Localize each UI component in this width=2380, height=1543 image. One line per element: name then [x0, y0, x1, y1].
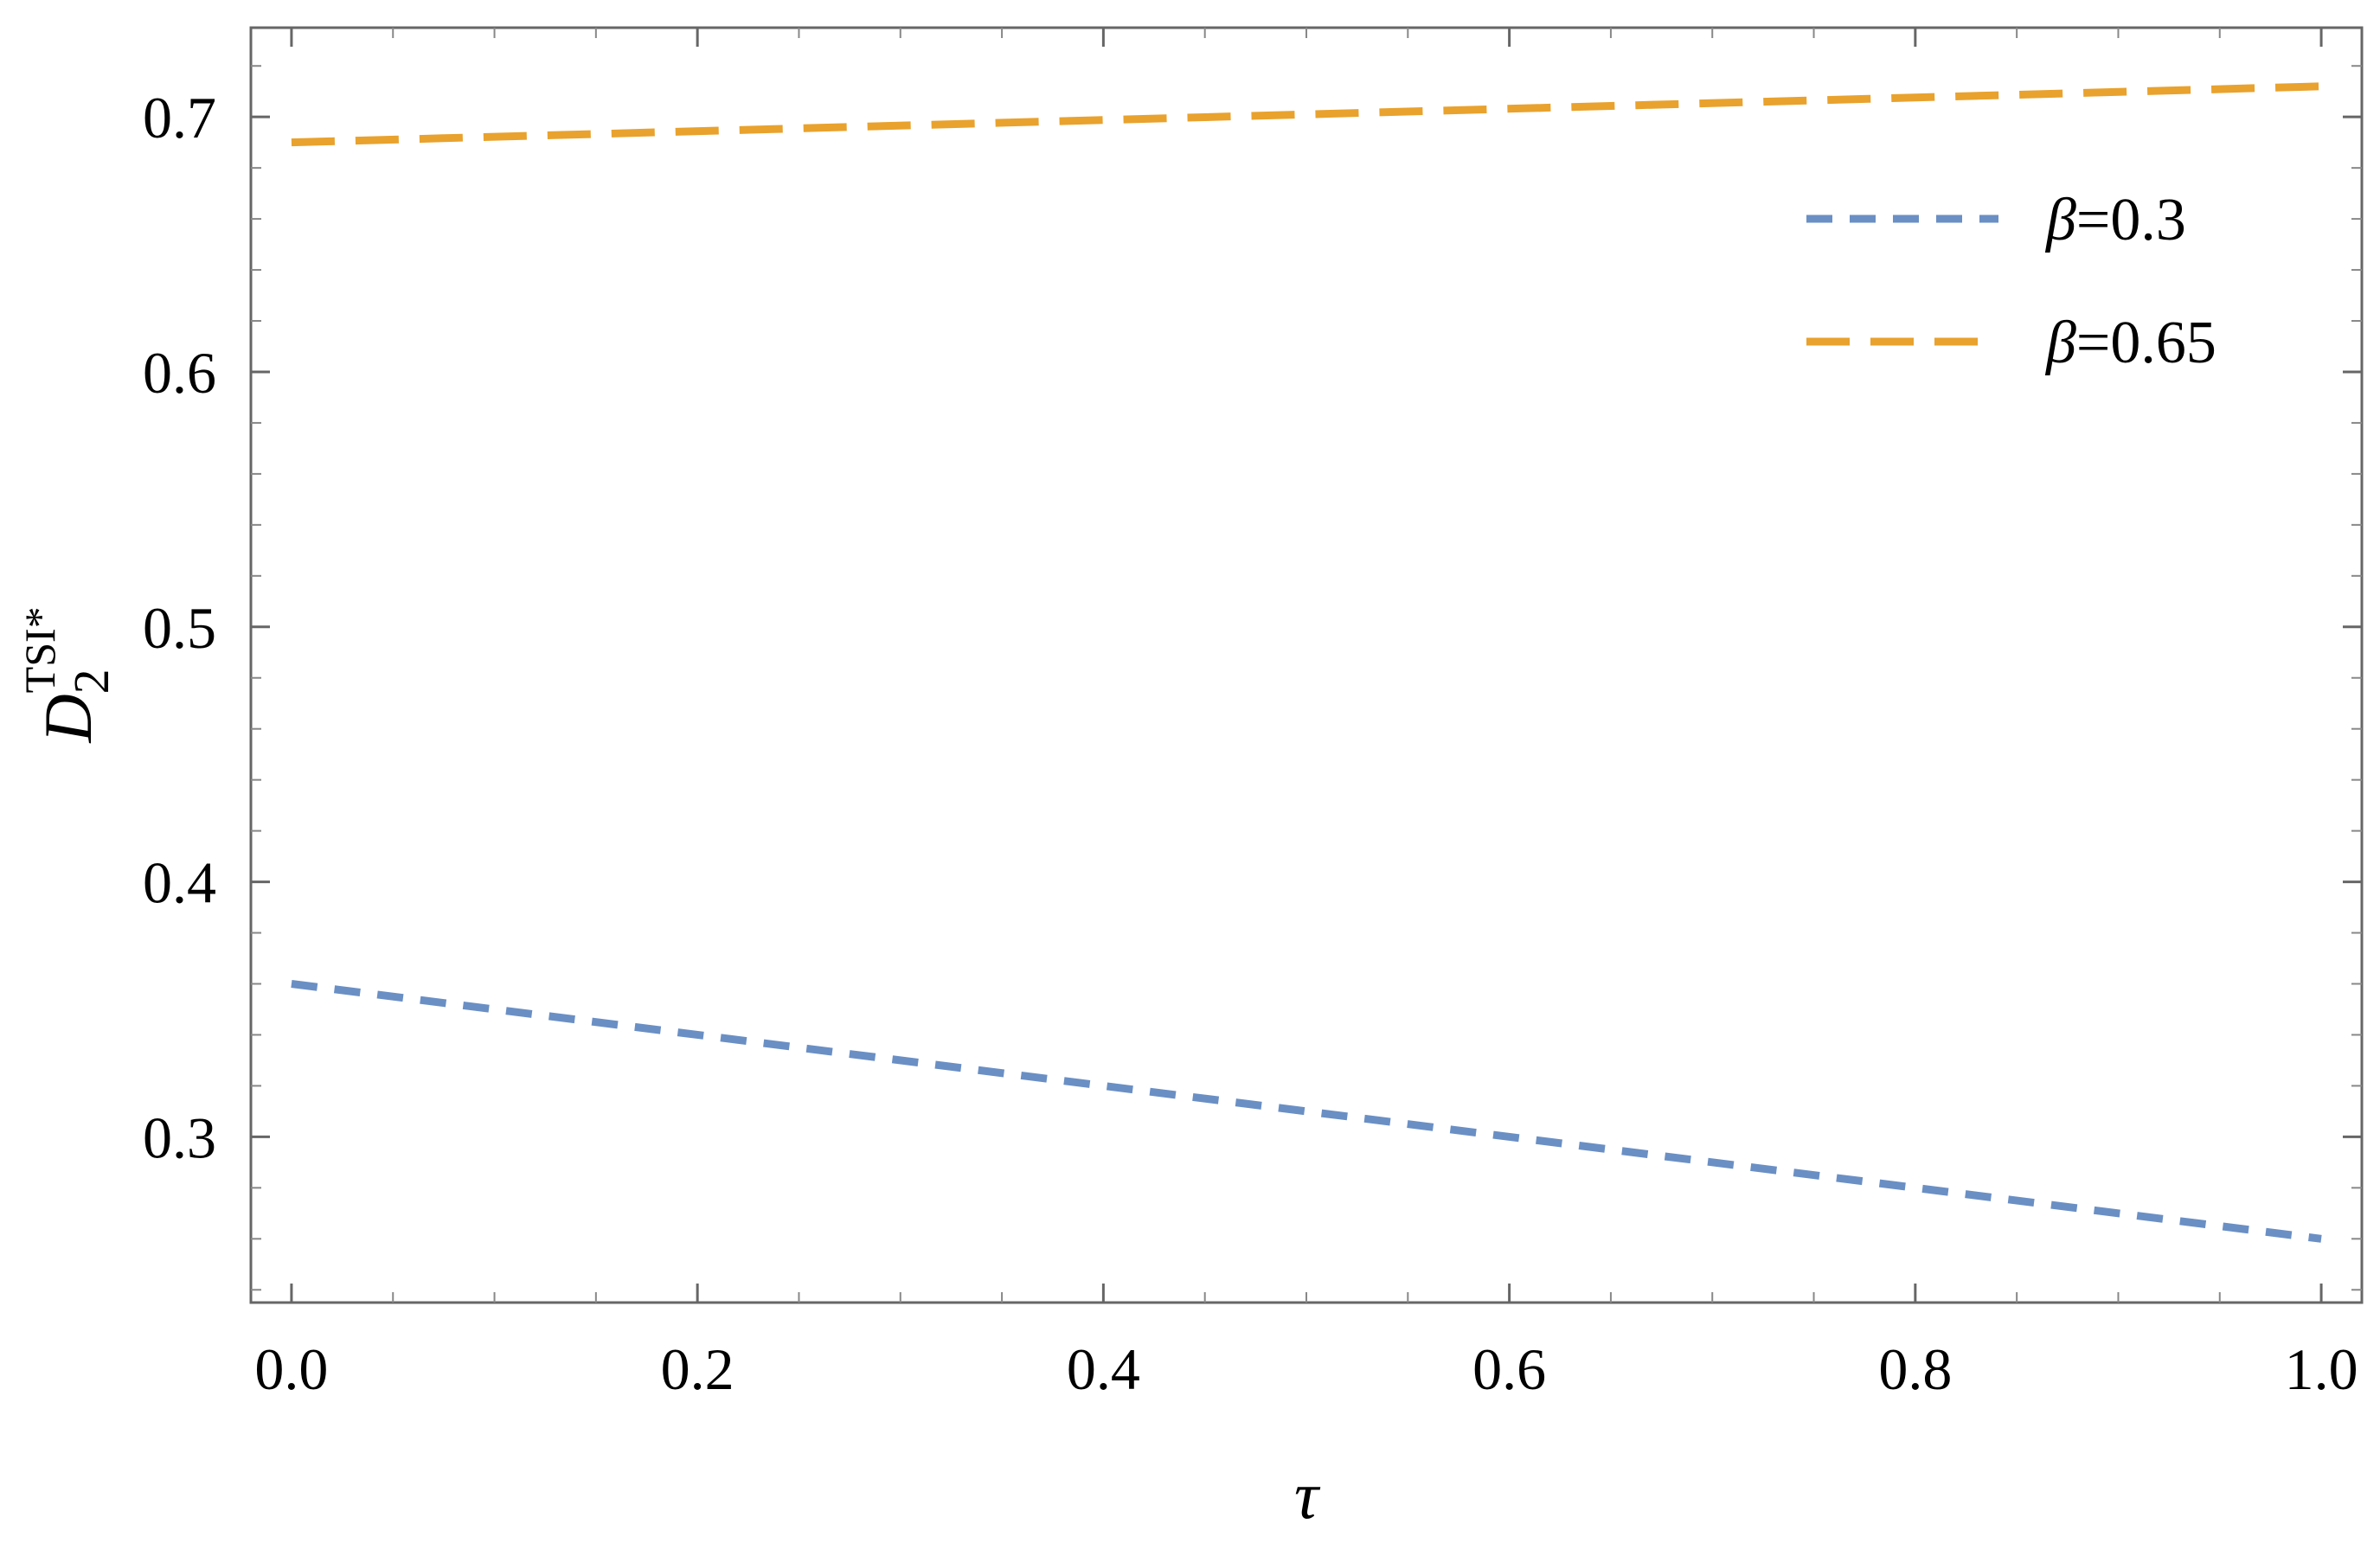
y-axis-label-subscript: 2 [63, 669, 119, 694]
svg-text:D2TSI*: D2TSI* [16, 606, 119, 743]
legend-label-1: β=0.3 [2044, 187, 2186, 253]
plot-frame [249, 26, 2364, 1304]
y-tick-labels: 0.3 0.4 0.5 0.6 0.7 [143, 85, 216, 1170]
y-tick-label: 0.5 [143, 595, 216, 661]
legend-symbol: β [2044, 310, 2076, 376]
legend-value: =0.65 [2076, 310, 2216, 376]
x-tick-label: 1.0 [2285, 1336, 2358, 1402]
legend: β=0.3β=0.65 [1806, 187, 2216, 376]
y-tick-label: 0.7 [143, 85, 216, 150]
y-axis-label-base: D [30, 694, 106, 743]
series-lines [291, 82, 2322, 1243]
x-tick-label: 0.6 [1472, 1336, 1546, 1402]
legend-label-2: β=0.65 [2044, 310, 2216, 376]
x-tick-labels: 0.0 0.2 0.4 0.6 0.8 1.0 [254, 1336, 2358, 1402]
x-tick-label: 0.8 [1878, 1336, 1952, 1402]
y-tick-label: 0.3 [143, 1104, 216, 1170]
y-axis-label: D2TSI* [16, 606, 119, 743]
legend-value: =0.3 [2076, 187, 2186, 253]
y-tick-label: 0.6 [143, 340, 216, 406]
series-line-2 [291, 82, 2322, 147]
x-axis-label: τ [1294, 1457, 1321, 1533]
x-tick-label: 0.0 [254, 1336, 328, 1402]
x-tick-label: 0.2 [661, 1336, 735, 1402]
legend-symbol: β [2044, 187, 2076, 253]
y-tick-label: 0.4 [143, 850, 216, 916]
y-axis-label-superscript: TSI* [16, 606, 64, 693]
x-tick-label: 0.4 [1067, 1336, 1140, 1402]
series-line-1 [291, 980, 2322, 1243]
axis-ticks [251, 28, 2362, 1303]
